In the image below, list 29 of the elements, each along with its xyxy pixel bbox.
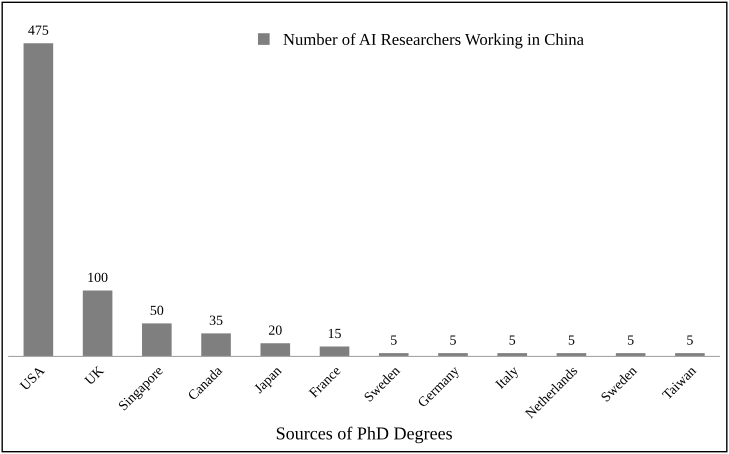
data-label: 5 <box>687 335 693 345</box>
bar <box>438 353 468 356</box>
data-label: 20 <box>268 325 282 335</box>
x-tick-label: UK <box>84 365 104 386</box>
bar <box>556 353 586 356</box>
bar <box>616 353 646 356</box>
legend-label: Number of AI Researchers Working in China <box>283 33 584 48</box>
data-label: 35 <box>210 316 222 325</box>
data-label: 5 <box>510 335 516 345</box>
x-tick-label: USA <box>19 365 46 392</box>
data-label: 100 <box>88 272 108 282</box>
bar <box>320 346 350 356</box>
x-axis-title: Sources of PhD Degrees <box>276 426 452 444</box>
data-label: 5 <box>568 335 574 345</box>
bar <box>24 43 54 356</box>
bar <box>201 333 231 356</box>
data-label: 5 <box>391 335 397 345</box>
bar <box>378 353 409 356</box>
bar <box>675 353 705 356</box>
data-label: 50 <box>150 306 164 316</box>
bar <box>82 290 112 356</box>
bar <box>497 353 528 356</box>
data-label: 5 <box>450 335 456 345</box>
data-label: 475 <box>28 26 48 35</box>
bar <box>142 323 172 356</box>
data-label: 5 <box>628 335 634 345</box>
data-label: 15 <box>328 328 341 338</box>
bar <box>260 343 290 356</box>
x-tick-label: Italy <box>494 364 522 392</box>
